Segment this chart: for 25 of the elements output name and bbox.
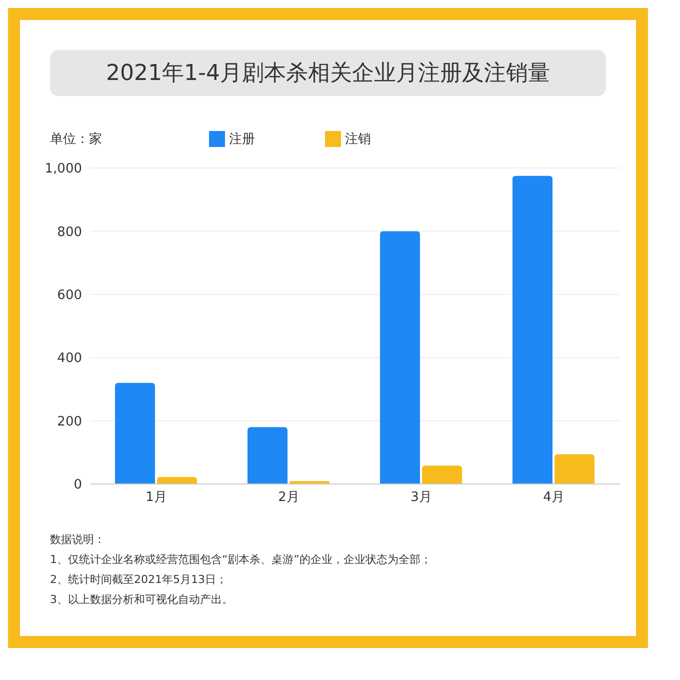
legend-label: 注册 xyxy=(229,132,255,147)
text: 1、仅统计企业名称或经营范围包含“剧本杀、桌游”的企业，企业状态为全部； xyxy=(50,552,432,568)
y-tick-label: 600 xyxy=(57,288,82,304)
y-tick-label: 800 xyxy=(57,224,82,240)
bar xyxy=(512,176,552,484)
y-tick-label: 200 xyxy=(57,414,82,430)
x-tick-label: 3月 xyxy=(410,490,432,506)
x-tick-label: 4月 xyxy=(543,490,564,506)
text: 数据说明： xyxy=(50,532,106,548)
x-tick-label: 2月 xyxy=(278,490,300,506)
x-tick-label: 1月 xyxy=(146,490,167,506)
text: 2、统计时间截至2021年5月13日； xyxy=(50,572,228,588)
y-tick-label: 1,000 xyxy=(44,162,82,177)
bar xyxy=(115,382,155,484)
bar xyxy=(157,477,197,484)
bar xyxy=(248,427,288,484)
bar xyxy=(554,454,594,484)
bar xyxy=(380,231,420,484)
y-tick-label: 400 xyxy=(57,351,82,366)
chart-title: 2021年1-4月剧本杀相关企业月注册及注销量 xyxy=(50,50,606,96)
y-axis-title: 单位：家 xyxy=(50,131,102,148)
legend-label: 注销 xyxy=(345,132,371,147)
text: 3、以上数据分析和可视化自动产出。 xyxy=(50,592,234,608)
y-tick-label: 0 xyxy=(74,478,82,493)
bar xyxy=(422,466,462,484)
